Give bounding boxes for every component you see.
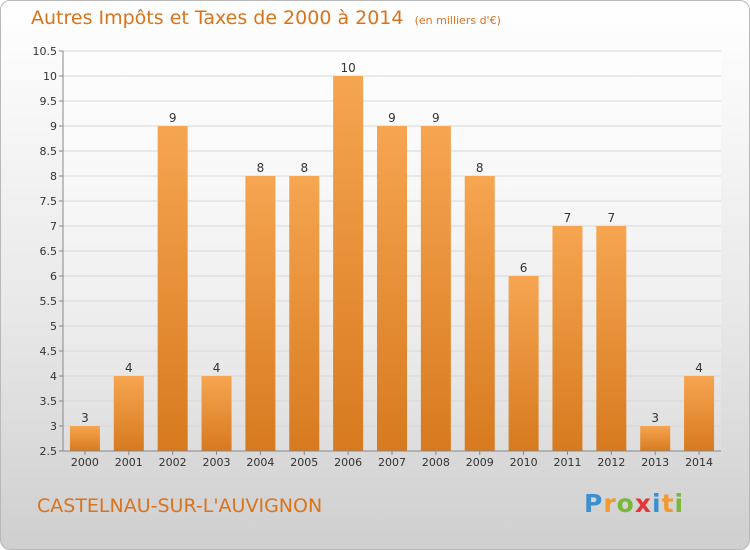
bar-2009[interactable] [464,176,495,451]
y-tick-label: 6 [50,270,57,283]
bar-value-label: 7 [564,211,572,225]
x-tick-label: 2014 [685,456,713,469]
x-tick-label: 2003 [203,456,231,469]
logo-letter: x [634,489,652,518]
bar-2007[interactable] [377,126,407,451]
x-tick-label: 2007 [378,456,406,469]
y-tick-label: 8 [50,170,57,183]
bar-value-label: 9 [388,111,396,125]
x-tick-label: 2012 [597,456,625,469]
x-tick-label: 2006 [334,456,362,469]
x-tick-label: 2001 [115,456,143,469]
y-tick-label: 8.5 [40,145,58,158]
bar-2001[interactable] [113,376,144,451]
bar-value-label: 8 [300,161,308,175]
bar-value-label: 8 [257,161,265,175]
bar-2005[interactable] [289,176,320,451]
bar-value-label: 3 [81,411,89,425]
bar-2000[interactable] [69,426,100,451]
bar-2004[interactable] [245,176,276,451]
chart-title: Autres Impôts et Taxes de 2000 à 2014 [31,7,404,29]
y-tick-label: 5 [50,320,57,333]
x-tick-label: 2011 [553,456,581,469]
y-tick-label: 10 [43,70,57,83]
x-tick-label: 2013 [641,456,669,469]
y-tick-label: 9 [50,120,57,133]
y-tick-label: 4.5 [40,345,58,358]
x-axis: 2000 2001 2002 2003 2004 2005 2006 2007 2008 2009… [63,450,721,469]
bar-2011[interactable] [552,226,583,451]
proxiti-logo[interactable]: Proxiti [584,489,684,518]
bar-2010[interactable] [508,276,539,451]
bar-2013[interactable] [640,426,671,451]
x-tick-label: 2008 [422,456,450,469]
bar-2014[interactable] [684,376,715,451]
bar-value-label: 4 [125,361,133,375]
y-tick-label: 9.5 [40,95,58,108]
y-tick-label: 7.5 [40,195,58,208]
bars: 3 4 9 4 8 8 10 9 9 8 6 7 7 3 4 [69,61,715,451]
bar-value-label: 4 [213,361,221,375]
bar-2008[interactable] [420,126,451,451]
chart-subtitle: (en milliers d'€) [414,14,501,27]
y-tick-label: 7 [50,220,57,233]
x-tick-label: 2004 [246,456,274,469]
bar-value-label: 4 [695,361,703,375]
bar-2003[interactable] [201,376,232,451]
bar-value-label: 9 [432,111,440,125]
bar-2002[interactable] [157,126,188,451]
y-tick-label: 5.5 [40,295,58,308]
bar-2006[interactable] [333,76,364,451]
logo-letter: r [603,489,617,518]
commune-name: CASTELNAU-SUR-L'AUVIGNON [37,495,323,517]
y-tick-label: 10.5 [33,45,58,58]
logo-letter: t [661,489,675,518]
y-axis: 2.5 3 3.5 4 4.5 5 5.5 6 6.5 7 7.5 8 8.5 9 9.5 10 10.5 [33,45,64,458]
y-tick-label: 2.5 [40,445,58,458]
bar-value-label: 7 [608,211,616,225]
bar-value-label: 3 [651,411,659,425]
logo-letter: i [674,489,685,518]
logo-letter: P [584,489,604,518]
bar-2012[interactable] [596,226,627,451]
x-tick-label: 2002 [159,456,187,469]
y-tick-label: 3.5 [40,395,58,408]
chart-title-block: Autres Impôts et Taxes de 2000 à 2014 (e… [31,7,501,29]
bar-value-label: 6 [520,261,528,275]
x-tick-label: 2010 [510,456,538,469]
bar-value-label: 8 [476,161,484,175]
x-tick-label: 2005 [290,456,318,469]
y-tick-label: 4 [50,370,57,383]
logo-letter: i [652,489,662,518]
y-tick-label: 6.5 [40,245,58,258]
bar-value-label: 9 [169,111,177,125]
bar-value-label: 10 [340,61,355,75]
x-tick-label: 2000 [71,456,99,469]
y-tick-label: 3 [50,420,57,433]
x-tick-label: 2009 [466,456,494,469]
logo-letter: o [616,489,635,518]
